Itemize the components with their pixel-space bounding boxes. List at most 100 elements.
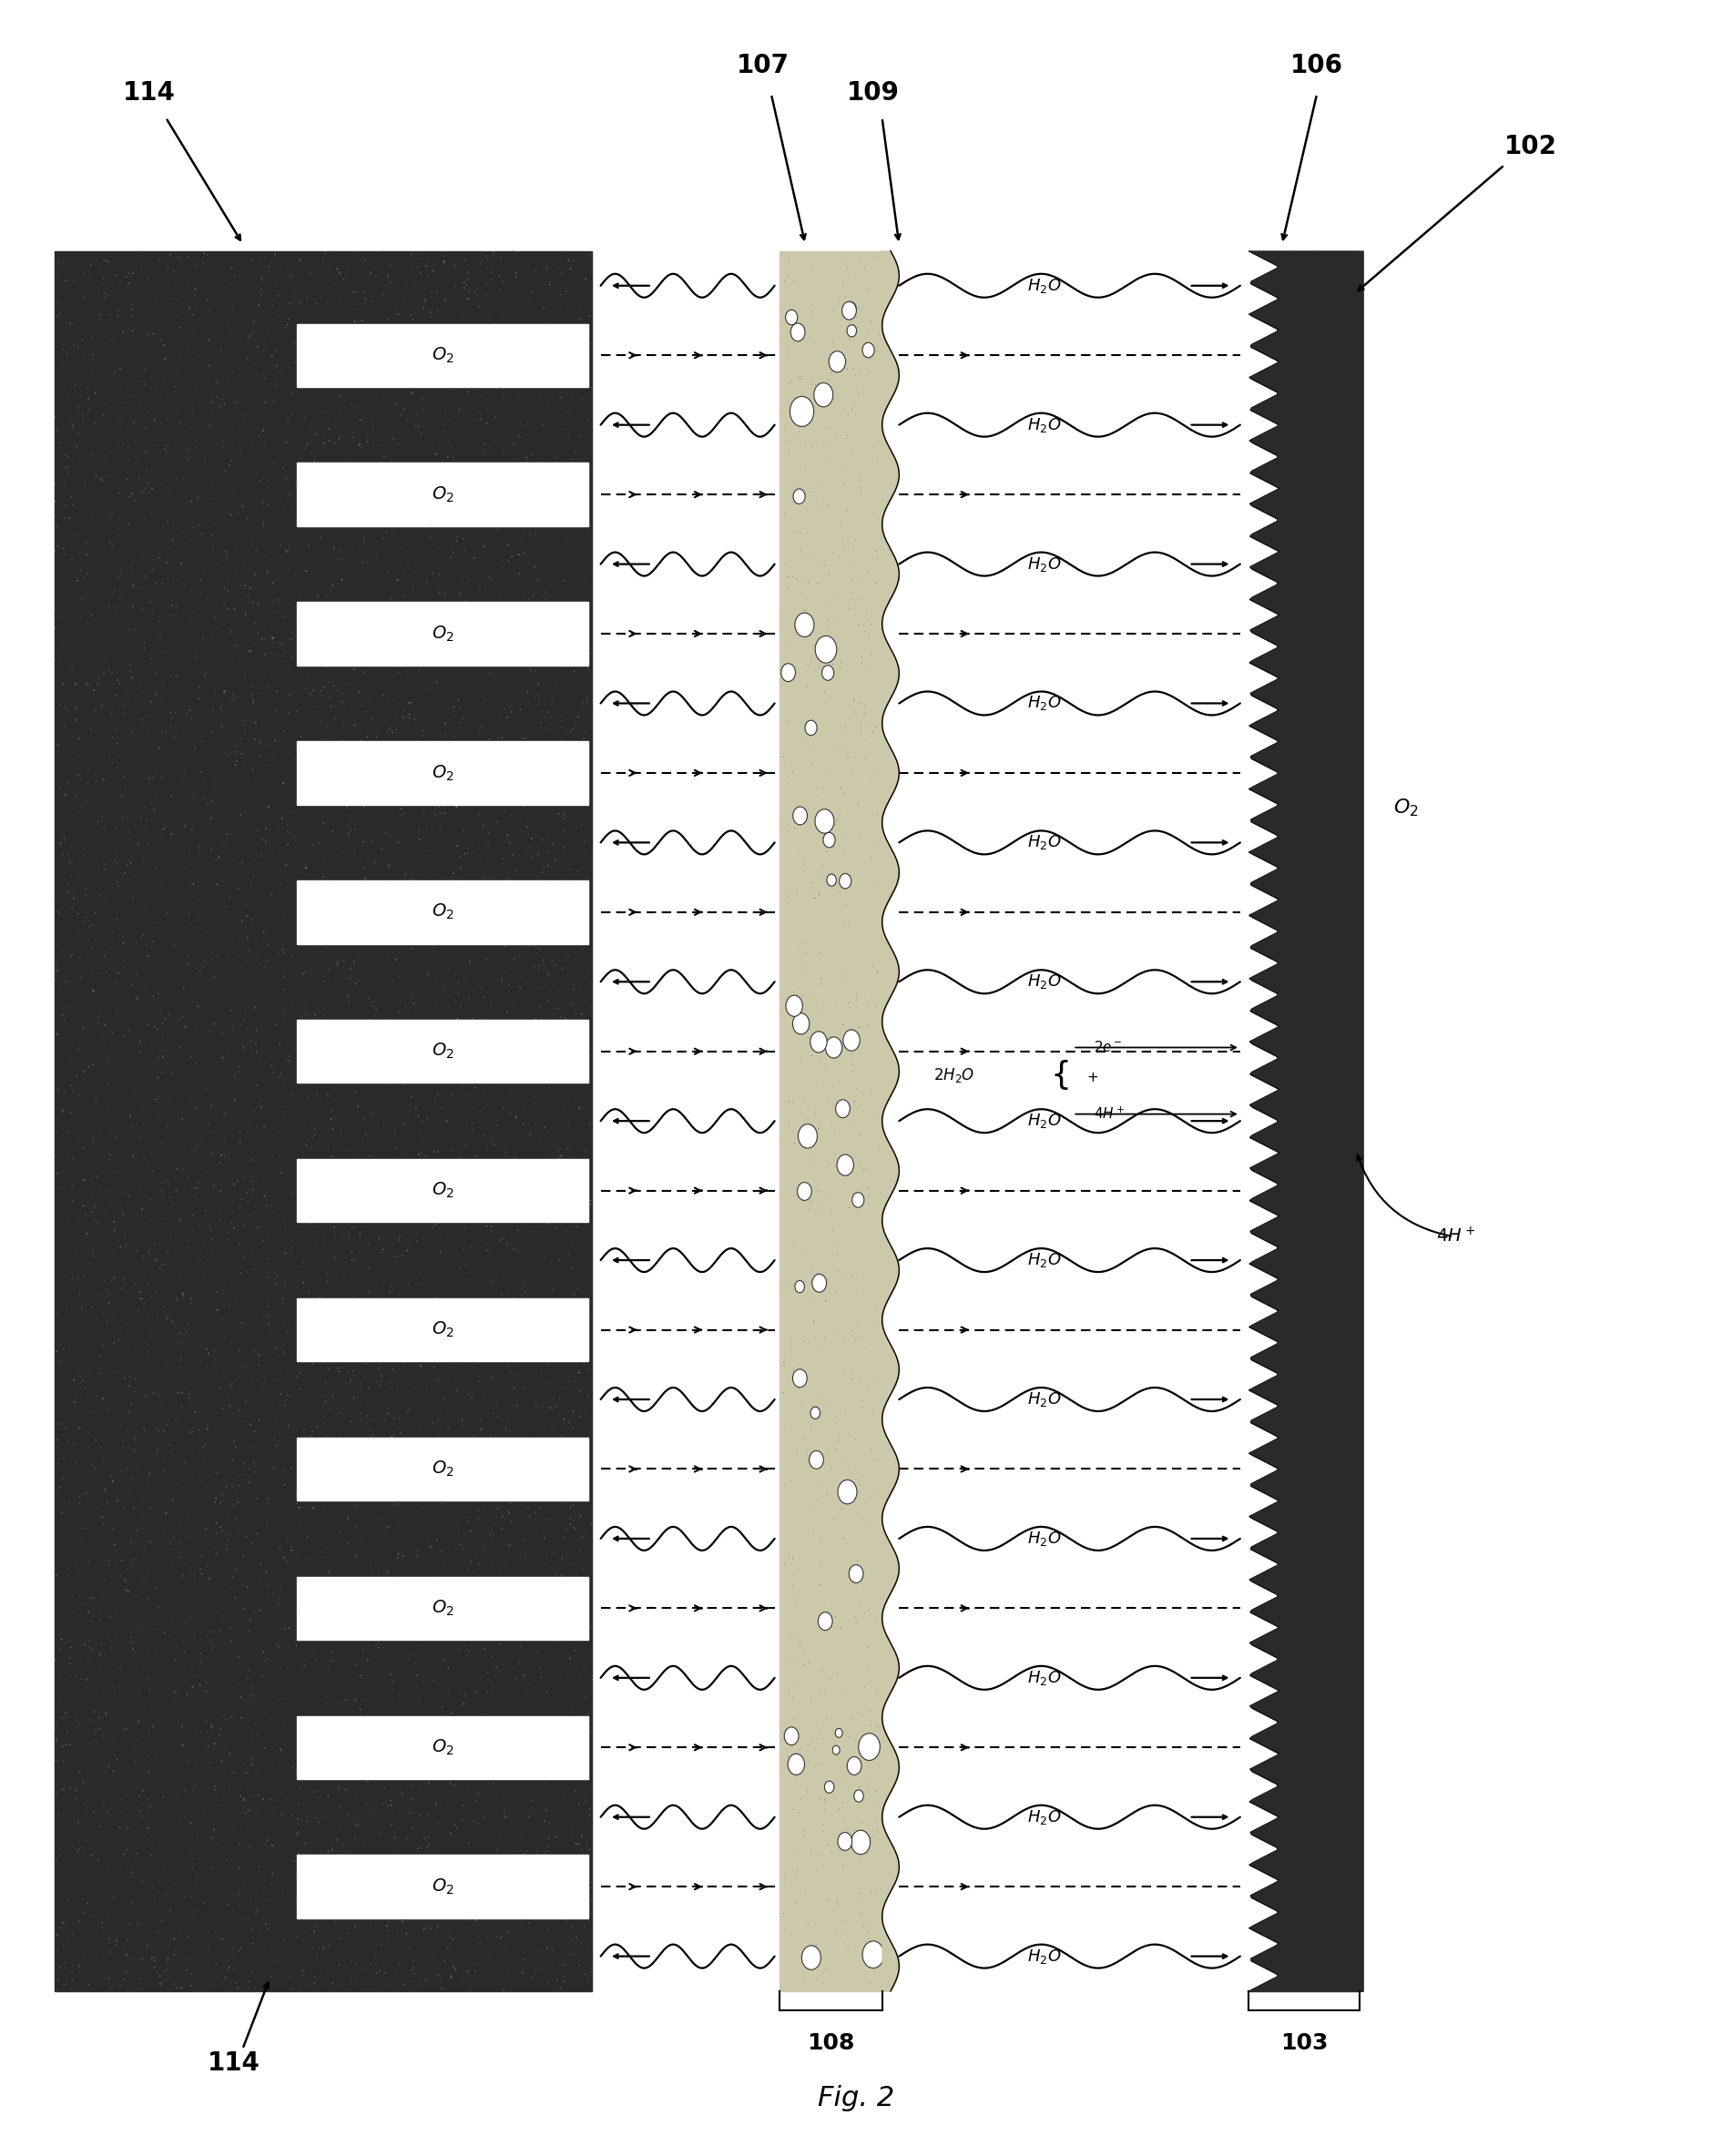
Point	[1270, 1524, 1298, 1559]
Point	[1313, 886, 1340, 921]
Point	[253, 957, 281, 992]
Point	[144, 1061, 171, 1095]
Point	[306, 1843, 334, 1878]
Point	[1248, 1675, 1275, 1710]
Point	[193, 1432, 221, 1466]
Text: 107: 107	[736, 52, 789, 78]
Point	[1291, 392, 1318, 427]
Point	[181, 1686, 209, 1720]
Point	[118, 1858, 146, 1893]
Point	[553, 1908, 580, 1943]
Point	[373, 464, 401, 498]
Point	[796, 1830, 823, 1865]
Point	[1315, 1917, 1342, 1951]
Point	[505, 464, 532, 498]
Point	[418, 1764, 445, 1798]
Point	[383, 1718, 411, 1753]
Point	[356, 1548, 383, 1583]
Point	[483, 1501, 510, 1535]
Point	[79, 1580, 106, 1615]
Point	[1289, 1548, 1317, 1583]
Point	[1282, 1078, 1310, 1112]
Point	[404, 1968, 431, 2003]
Point	[1322, 1580, 1349, 1615]
Point	[443, 1050, 471, 1084]
Point	[366, 1757, 394, 1792]
Point	[336, 1733, 363, 1768]
Point	[50, 1729, 77, 1764]
Point	[413, 1861, 440, 1895]
Point	[442, 1322, 469, 1356]
Point	[541, 1112, 568, 1147]
Point	[1320, 252, 1347, 287]
Point	[53, 1619, 80, 1654]
Point	[156, 828, 183, 862]
Point	[248, 903, 276, 938]
Point	[274, 528, 301, 563]
Point	[298, 1050, 325, 1084]
Point	[128, 1242, 156, 1276]
Point	[541, 457, 568, 492]
Point	[171, 1371, 199, 1406]
Point	[464, 1865, 491, 1899]
Point	[464, 362, 491, 397]
Point	[1241, 642, 1269, 677]
Point	[247, 949, 274, 983]
Point	[430, 975, 457, 1009]
Point	[123, 819, 151, 854]
Point	[43, 498, 70, 533]
Point	[440, 319, 467, 354]
Point	[1293, 1069, 1320, 1104]
Point	[58, 1917, 86, 1951]
Point	[312, 1880, 339, 1915]
Point	[1332, 1662, 1359, 1697]
Point	[1251, 711, 1279, 746]
Point	[1346, 1087, 1373, 1121]
Point	[50, 332, 77, 367]
Point	[510, 517, 538, 552]
Point	[575, 556, 603, 591]
Point	[223, 1056, 250, 1091]
Point	[55, 451, 82, 485]
Point	[235, 295, 262, 330]
Point	[229, 1667, 257, 1701]
Point	[122, 1419, 149, 1453]
Point	[1265, 405, 1293, 440]
Point	[863, 334, 890, 369]
Point	[383, 1087, 411, 1121]
Point	[1299, 916, 1327, 951]
Point	[407, 804, 435, 839]
Point	[195, 494, 223, 528]
Point	[130, 1608, 158, 1643]
Point	[349, 1134, 377, 1169]
Point	[329, 563, 356, 597]
Point	[534, 321, 562, 356]
Point	[1238, 1108, 1265, 1143]
Point	[562, 272, 589, 306]
Point	[1281, 1052, 1308, 1087]
Point	[181, 1015, 209, 1050]
Point	[279, 573, 306, 608]
Point	[1335, 1805, 1363, 1839]
Point	[231, 703, 259, 737]
Point	[1253, 666, 1281, 701]
Point	[267, 1796, 294, 1830]
Point	[211, 388, 238, 423]
Point	[568, 386, 596, 420]
Point	[204, 1826, 231, 1861]
Point	[1269, 1274, 1296, 1309]
Point	[241, 1455, 269, 1490]
Point	[467, 308, 495, 343]
Point	[171, 1714, 199, 1749]
Point	[370, 1630, 397, 1664]
Point	[462, 1675, 490, 1710]
Point	[392, 845, 419, 880]
Point	[236, 1408, 264, 1442]
Point	[84, 1160, 111, 1194]
Point	[1287, 1076, 1315, 1110]
Point	[192, 1356, 219, 1391]
Point	[1281, 254, 1308, 289]
Point	[811, 1701, 839, 1736]
Point	[125, 1608, 152, 1643]
Point	[122, 379, 149, 414]
